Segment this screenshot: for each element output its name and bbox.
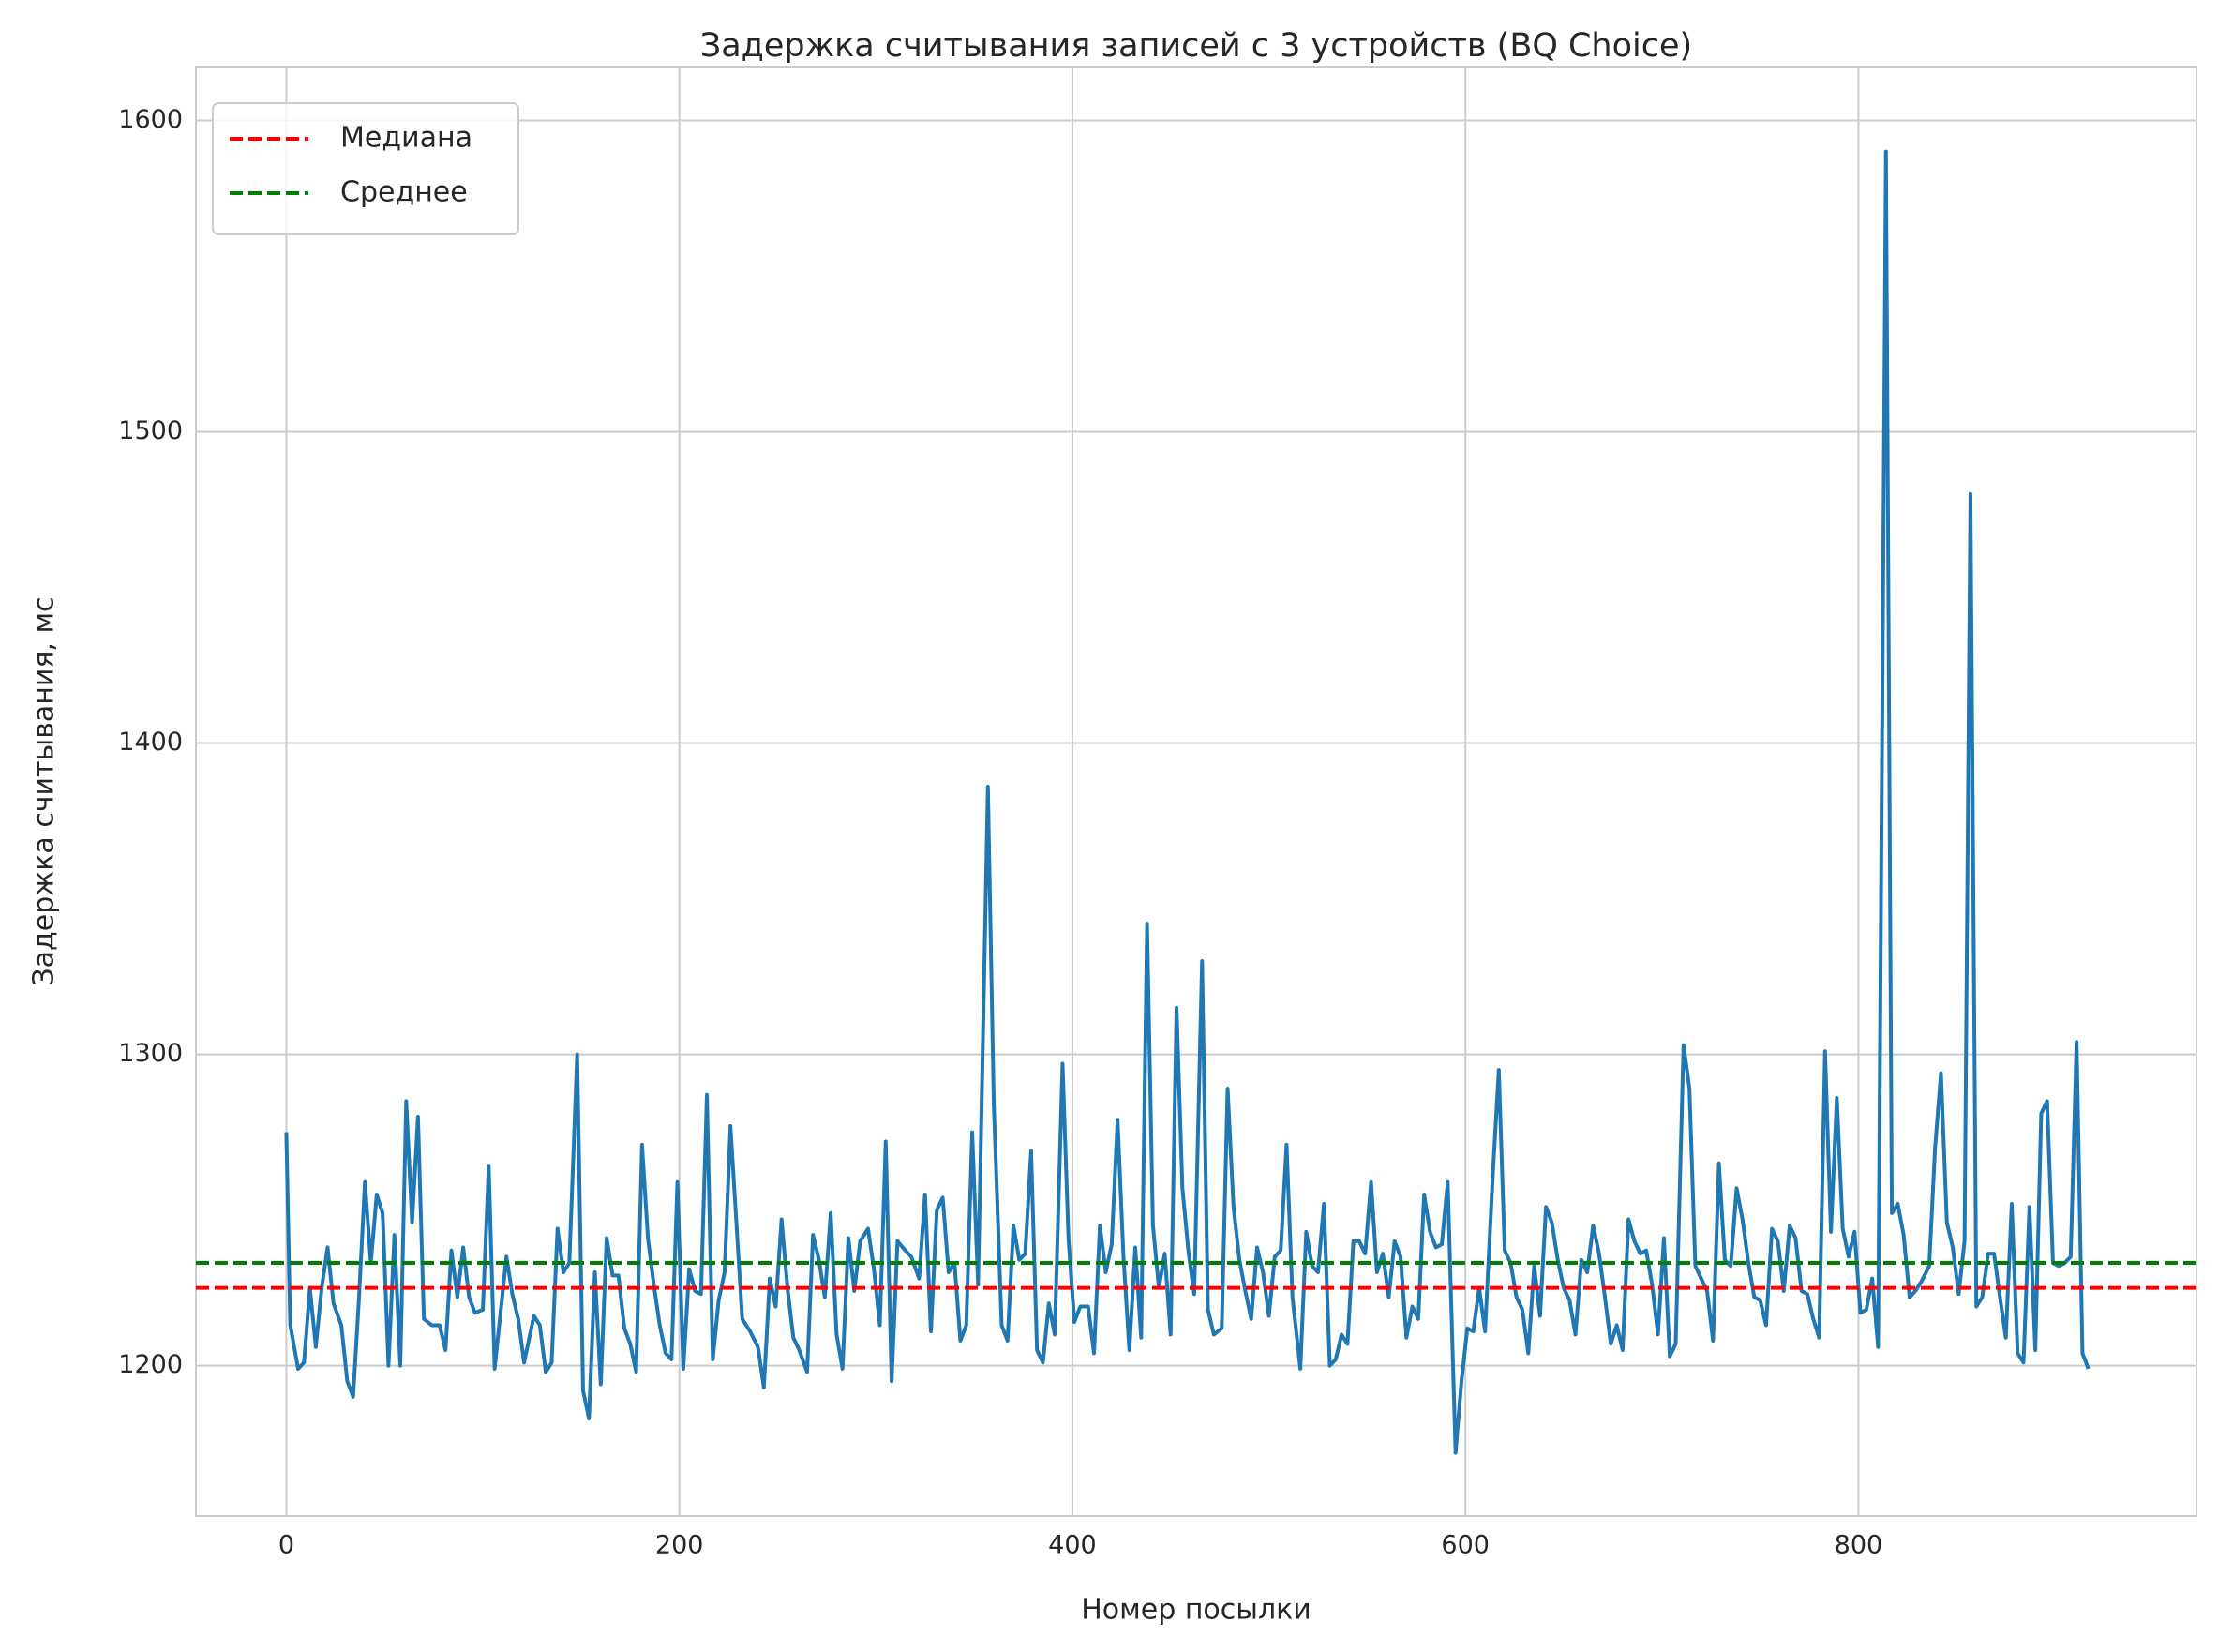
legend-label: Среднее: [340, 176, 468, 209]
data-line: [284, 149, 2091, 1455]
x-tick-label: 400: [1048, 1531, 1097, 1560]
y-tick-label: 1600: [118, 105, 183, 134]
x-tick-label: 0: [278, 1531, 294, 1560]
chart-title: Задержка считывания записей с 3 устройст…: [700, 27, 1692, 65]
x-tick-label: 200: [655, 1531, 704, 1560]
plot-frame: [195, 66, 2197, 1517]
x-tick-label: 600: [1441, 1531, 1490, 1560]
legend-box: [212, 102, 519, 235]
x-axis-label: Номер посылки: [1081, 1594, 1311, 1627]
legend-label: Медиана: [340, 122, 472, 155]
y-tick-label: 1400: [118, 728, 183, 757]
y-axis-label: Задержка считывания, мс: [28, 596, 61, 985]
y-tick-label: 1300: [118, 1039, 183, 1068]
y-tick-label: 1200: [118, 1350, 183, 1379]
y-tick-label: 1500: [118, 416, 183, 445]
x-tick-label: 800: [1835, 1531, 1883, 1560]
